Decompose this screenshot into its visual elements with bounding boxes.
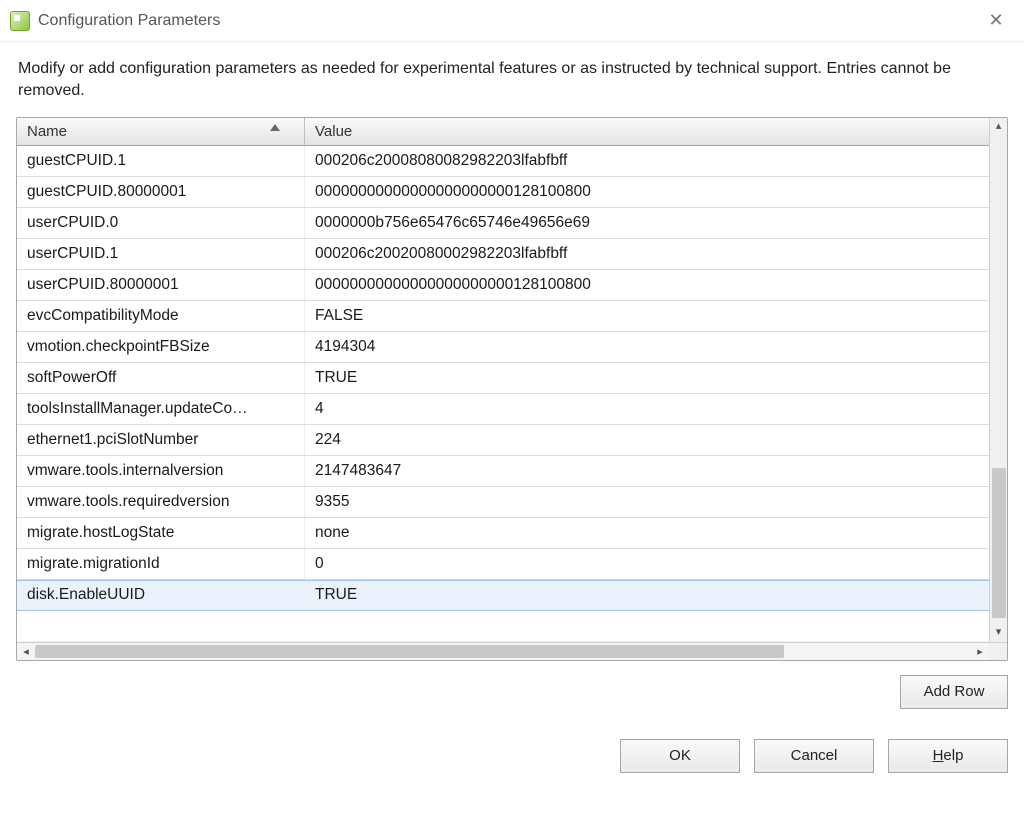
- table-row[interactable]: evcCompatibilityModeFALSE: [17, 301, 989, 332]
- close-icon[interactable]: ✕: [978, 10, 1014, 31]
- parameter-value[interactable]: none: [305, 518, 989, 548]
- table-row[interactable]: toolsInstallManager.updateCo…4: [17, 394, 989, 425]
- parameter-value[interactable]: 9355: [305, 487, 989, 517]
- table-row[interactable]: userCPUID.00000000b756e65476c65746e49656…: [17, 208, 989, 239]
- column-header-value[interactable]: Value: [305, 118, 989, 145]
- scrollbar-corner: [989, 643, 1007, 660]
- parameter-value[interactable]: 2147483647: [305, 456, 989, 486]
- parameter-name: migrate.hostLogState: [17, 518, 305, 548]
- help-button-label: elp: [943, 747, 963, 764]
- parameter-value[interactable]: 224: [305, 425, 989, 455]
- instructions-text: Modify or add configuration parameters a…: [0, 42, 1024, 117]
- parameter-name: migrate.migrationId: [17, 549, 305, 579]
- parameter-name: evcCompatibilityMode: [17, 301, 305, 331]
- parameter-name: ethernet1.pciSlotNumber: [17, 425, 305, 455]
- table-row[interactable]: userCPUID.800000010000000000000000000000…: [17, 270, 989, 301]
- app-icon: [10, 11, 30, 31]
- column-header-value-label: Value: [315, 123, 352, 140]
- table-row[interactable]: vmware.tools.internalversion2147483647: [17, 456, 989, 487]
- table-header: Name Value: [17, 118, 989, 146]
- titlebar: Configuration Parameters ✕: [0, 0, 1024, 42]
- table-row[interactable]: migrate.hostLogStatenone: [17, 518, 989, 549]
- table-row[interactable]: vmotion.checkpointFBSize4194304: [17, 332, 989, 363]
- parameter-value[interactable]: FALSE: [305, 301, 989, 331]
- parameter-name: userCPUID.0: [17, 208, 305, 238]
- parameter-name: toolsInstallManager.updateCo…: [17, 394, 305, 424]
- parameter-value[interactable]: 0000000b756e65476c65746e49656e69: [305, 208, 989, 238]
- add-row-button[interactable]: Add Row: [900, 675, 1008, 709]
- ok-button[interactable]: OK: [620, 739, 740, 773]
- table-row[interactable]: userCPUID.1000206c20020080002982203lfabf…: [17, 239, 989, 270]
- table-row[interactable]: softPowerOffTRUE: [17, 363, 989, 394]
- column-header-name-label: Name: [27, 123, 67, 140]
- horizontal-scrollbar-thumb[interactable]: [35, 645, 784, 658]
- parameter-name: vmotion.checkpointFBSize: [17, 332, 305, 362]
- parameter-name: guestCPUID.80000001: [17, 177, 305, 207]
- parameter-name: softPowerOff: [17, 363, 305, 393]
- parameter-value[interactable]: 0: [305, 549, 989, 579]
- parameter-value[interactable]: 000206c20020080002982203lfabfbff: [305, 239, 989, 269]
- scroll-left-icon[interactable]: ◂: [17, 645, 35, 658]
- parameter-name: guestCPUID.1: [17, 146, 305, 176]
- window-title: Configuration Parameters: [38, 12, 220, 30]
- parameter-value[interactable]: 000206c20008080082982203lfabfbff: [305, 146, 989, 176]
- parameter-name: userCPUID.1: [17, 239, 305, 269]
- help-button[interactable]: Help: [888, 739, 1008, 773]
- vertical-scrollbar[interactable]: ▴ ▾: [989, 118, 1007, 642]
- table-row[interactable]: vmware.tools.requiredversion9355: [17, 487, 989, 518]
- parameter-name: vmware.tools.requiredversion: [17, 487, 305, 517]
- parameter-value[interactable]: 4: [305, 394, 989, 424]
- scroll-right-icon[interactable]: ▸: [971, 645, 989, 658]
- cancel-button[interactable]: Cancel: [754, 739, 874, 773]
- vertical-scrollbar-thumb[interactable]: [992, 468, 1006, 618]
- table-row[interactable]: disk.EnableUUIDTRUE: [17, 580, 989, 611]
- parameters-table: Name Value guestCPUID.1000206c2000808008…: [16, 117, 1008, 661]
- parameter-value[interactable]: TRUE: [305, 581, 989, 610]
- table-row[interactable]: guestCPUID.1000206c20008080082982203lfab…: [17, 146, 989, 177]
- parameter-name: userCPUID.80000001: [17, 270, 305, 300]
- parameter-value[interactable]: 00000000000000000000000128100800: [305, 177, 989, 207]
- sort-ascending-icon: [270, 124, 280, 131]
- table-blank-row: [17, 611, 989, 642]
- parameter-value[interactable]: TRUE: [305, 363, 989, 393]
- table-row[interactable]: ethernet1.pciSlotNumber224: [17, 425, 989, 456]
- horizontal-scrollbar[interactable]: ◂ ▸: [17, 642, 1007, 660]
- table-row[interactable]: guestCPUID.80000001000000000000000000000…: [17, 177, 989, 208]
- table-body: guestCPUID.1000206c20008080082982203lfab…: [17, 146, 989, 642]
- parameter-value[interactable]: 00000000000000000000000128100800: [305, 270, 989, 300]
- table-row[interactable]: migrate.migrationId0: [17, 549, 989, 580]
- scroll-up-icon[interactable]: ▴: [990, 118, 1007, 136]
- parameter-value[interactable]: 4194304: [305, 332, 989, 362]
- scroll-down-icon[interactable]: ▾: [990, 624, 1007, 642]
- column-header-name[interactable]: Name: [17, 118, 305, 145]
- parameter-name: vmware.tools.internalversion: [17, 456, 305, 486]
- parameter-name: disk.EnableUUID: [17, 581, 305, 610]
